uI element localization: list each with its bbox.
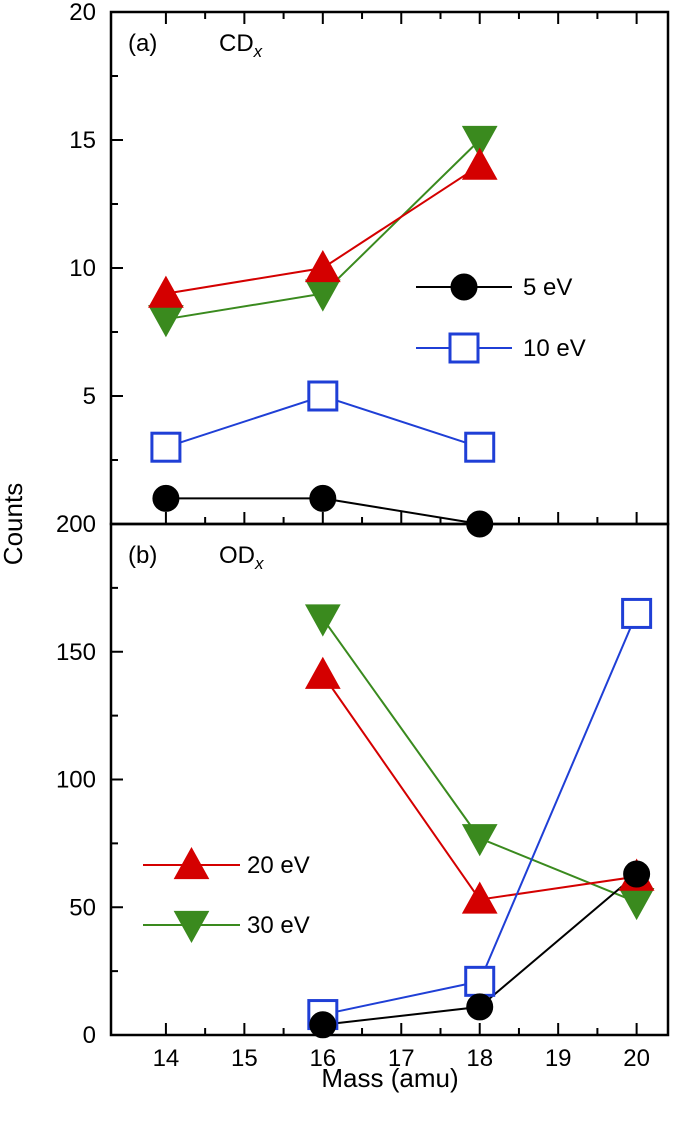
data-point [309,484,337,512]
panel-b-label: (b) [128,542,157,569]
legend-marker [448,332,480,364]
data-point [461,881,498,914]
x-axis-label: Mass (amu) [321,1063,458,1093]
panel-a-frame [109,10,670,526]
data-point [148,275,184,308]
panel-a-label: (a) [128,30,157,57]
y-tick-label: 150 [56,639,96,666]
y-axis-label: Counts [0,483,28,565]
x-tick-label: 19 [545,1045,572,1072]
series-line [322,617,637,904]
markers-layer [148,125,655,1039]
data-point [304,656,341,689]
y-tick-label: 5 [83,383,96,410]
legend-label: 5 eV [523,274,572,301]
data-point [304,249,341,283]
x-tick-label: 20 [623,1045,650,1072]
y-tick-label: 20 [69,0,96,26]
data-point [307,380,339,412]
x-tick-label: 15 [231,1045,258,1072]
y-tick-label: 10 [69,255,96,282]
panel-b-frame [109,522,670,1037]
data-point [304,604,341,637]
y-tick-label: 50 [69,894,96,921]
series-line [322,613,638,1016]
x-tick-label: 18 [466,1045,493,1072]
y-tick-label: 200 [56,511,96,538]
data-point [152,484,180,512]
x-tick-label: 14 [153,1045,180,1072]
legend-label: 20 eV [247,852,310,879]
x-tick-label: 16 [309,1045,336,1072]
data-point [466,510,494,538]
data-point [461,147,498,180]
data-point [309,1011,337,1039]
y-tick-label: 15 [69,127,96,154]
lines-layer [165,139,638,1026]
data-point [466,993,494,1021]
legend-marker [173,846,210,880]
legend-label: 10 eV [523,335,586,362]
legend-layer: 5 eV 10 eV 20 eV 30 eV [143,273,586,944]
panel-b-species: ODx [219,542,264,573]
x-tick-label: 17 [388,1045,415,1072]
data-point [150,431,182,463]
data-point [623,860,651,888]
panel-b-species-sub: x [254,554,264,573]
data-point [461,824,498,857]
panel-a-species-main: CD [219,30,254,57]
panel-a-species: CDx [219,30,263,61]
data-point [464,431,496,463]
data-point [148,305,184,338]
data-point [464,965,496,997]
data-point [618,888,655,921]
y-tick-label: 100 [56,767,96,794]
legend-marker [173,910,210,944]
y-tick-label: 0 [83,1022,96,1049]
panel-b-species-main: OD [219,542,255,569]
series-line [321,674,637,901]
panel-a-species-sub: x [253,42,263,61]
legend-marker [450,273,478,301]
data-point [461,125,498,159]
legend-label: 30 eV [247,912,310,939]
data-point [621,597,653,629]
